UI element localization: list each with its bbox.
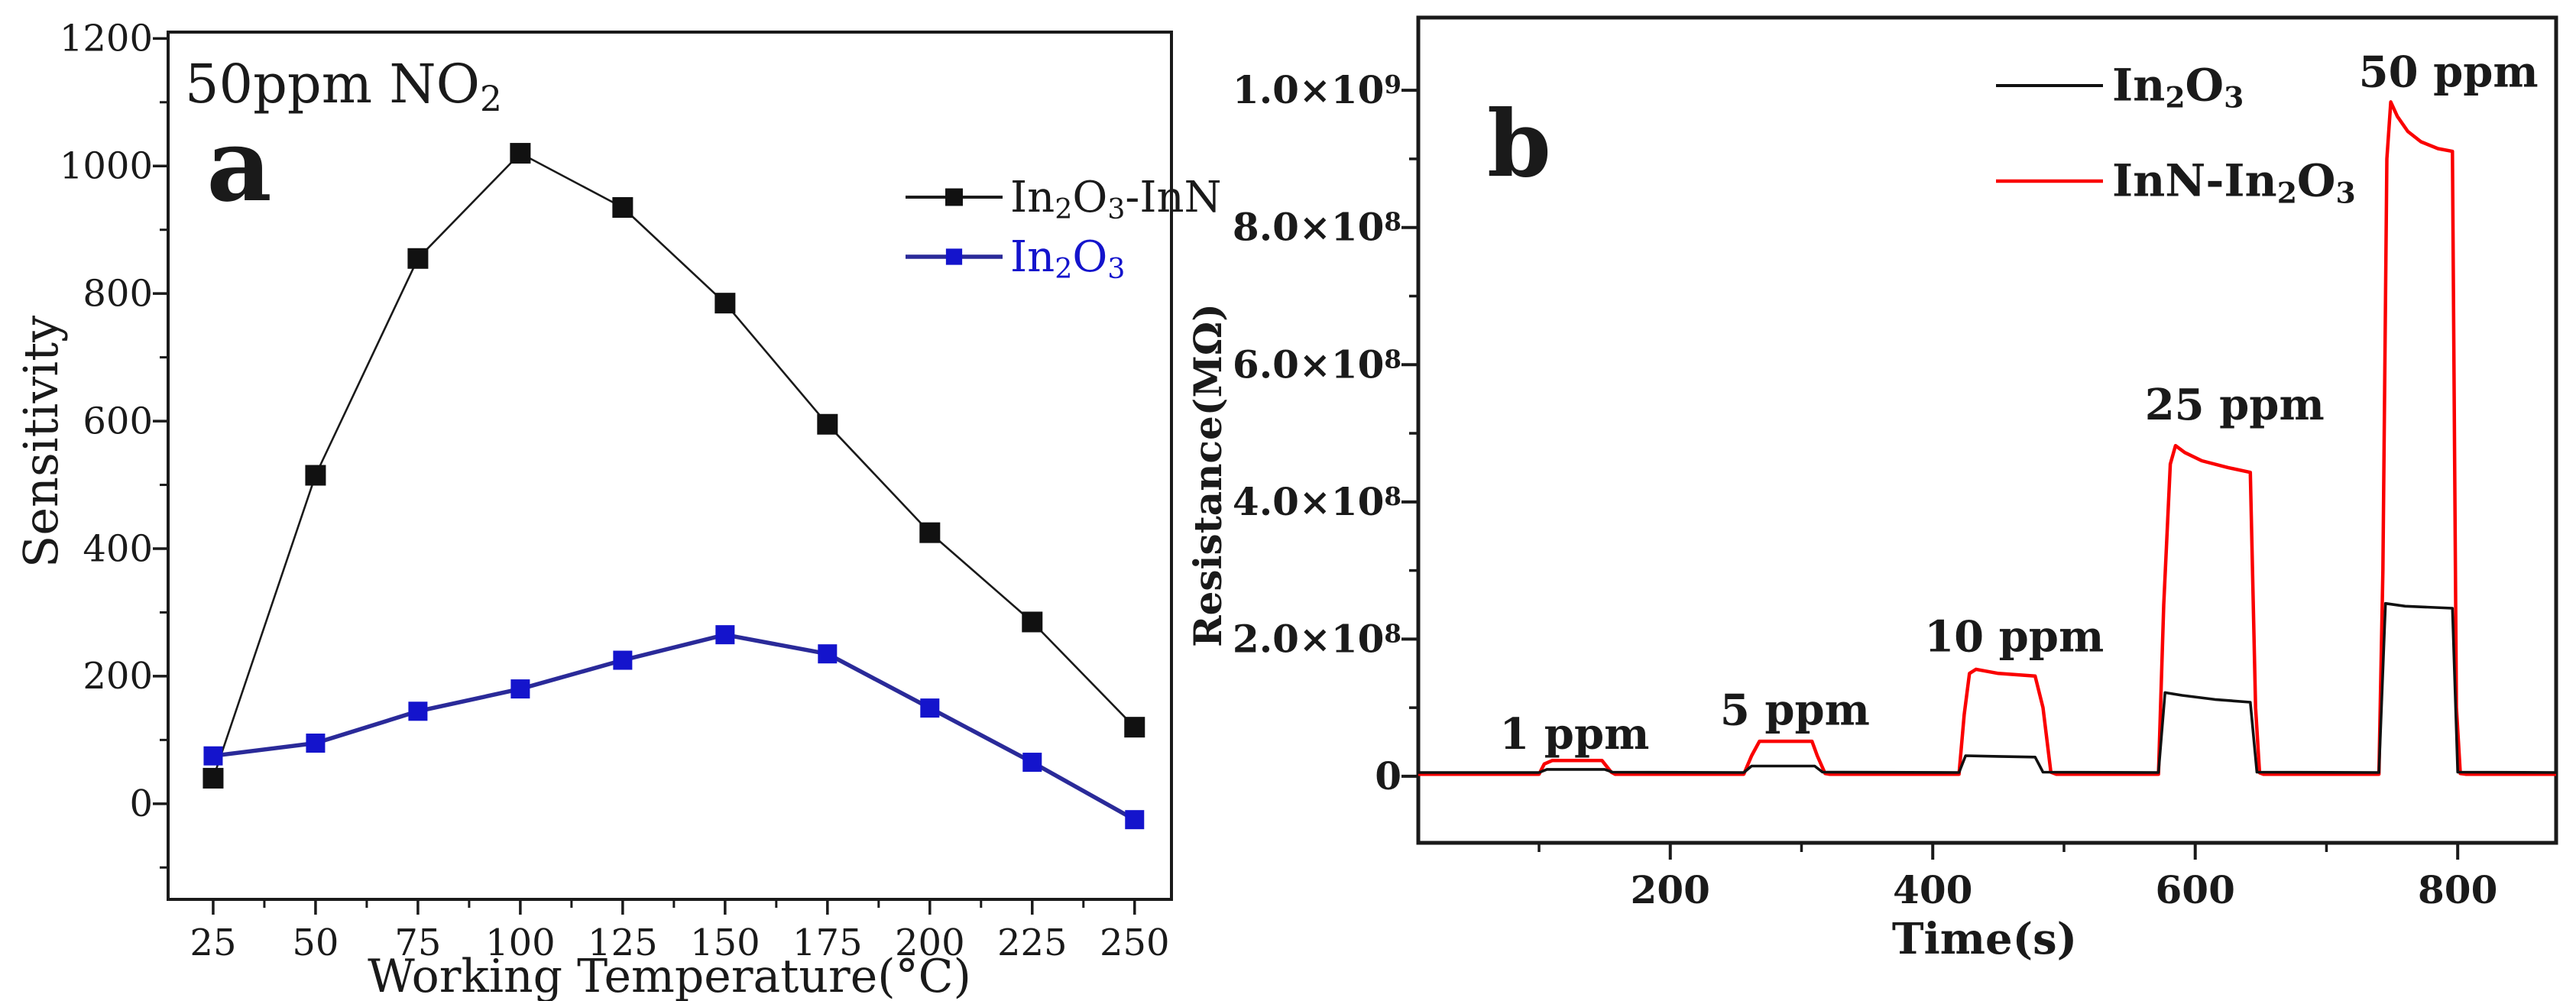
x-tick-label: 125 — [588, 922, 658, 964]
chart-a-marker-In2O3 — [306, 734, 326, 753]
chart-a-y-axis-title: Sensitivity — [13, 316, 69, 568]
x-tick-label: 200 — [1631, 867, 1710, 912]
panel-letter-a: a — [206, 106, 272, 225]
chart-a-marker-In2O3 — [920, 698, 940, 718]
legend-marker-In2O3 — [945, 248, 963, 265]
y-tick-label: 6.0×108 — [1233, 342, 1401, 387]
chart-a-marker-In2O3 — [1022, 753, 1042, 773]
chart-a-series-In2O3 — [212, 632, 1136, 822]
chart-a-marker-In2O3 — [818, 644, 838, 664]
pulse-label-50ppm: 50 ppm — [2359, 47, 2539, 98]
chart-a-marker-In2O3-InN — [714, 293, 736, 314]
pulse-label-5ppm: 5 ppm — [1720, 685, 1870, 736]
chart-b-series-In2O3 — [1418, 601, 2557, 774]
y-tick-label: 8.0×108 — [1233, 205, 1401, 250]
x-tick-label: 225 — [997, 922, 1068, 964]
chart-a-series-In2O3-InN — [212, 152, 1136, 779]
chart-a-marker-In2O3-InN — [1022, 611, 1043, 633]
panel-letter-b: b — [1487, 90, 1551, 198]
pulse-label-1ppm: 1 ppm — [1499, 709, 1649, 760]
y-tick-label: 0 — [129, 782, 153, 825]
y-tick-label: 1200 — [60, 18, 153, 60]
y-tick-label: 800 — [83, 272, 153, 315]
x-tick-label: 800 — [2418, 867, 2497, 912]
y-tick-label: 200 — [83, 655, 153, 698]
x-tick-label: 400 — [1893, 867, 1972, 912]
y-tick-label: 0 — [1375, 753, 1401, 799]
x-tick-label: 175 — [792, 922, 863, 964]
chart-a-marker-In2O3-InN — [510, 143, 531, 164]
chart-a-marker-In2O3-InN — [305, 465, 326, 486]
chart-a-x-axis-title: Working Temperature(°C) — [368, 950, 971, 1001]
chart-a-marker-In2O3-InN — [407, 248, 429, 269]
x-tick-label: 150 — [690, 922, 760, 964]
legend-label-In2O3-InN: In2O3-InN — [1010, 173, 1222, 225]
x-tick-label: 100 — [485, 922, 556, 964]
pulse-label-10ppm: 10 ppm — [1924, 612, 2104, 662]
chart-b-plot-border — [1416, 15, 2558, 845]
x-tick-label: 200 — [895, 922, 965, 964]
chart-a-marker-In2O3 — [1125, 810, 1145, 830]
y-tick-label: 2.0×108 — [1233, 616, 1401, 661]
legend-label-In2O3: In2O3 — [2112, 60, 2244, 115]
y-tick-label: 4.0×108 — [1233, 479, 1401, 524]
chart-b-y-axis-title: Resistance(MΩ) — [1185, 303, 1230, 647]
legend-marker-In2O3-InN — [945, 188, 963, 206]
chart-a-marker-In2O3 — [203, 746, 223, 766]
chart-b-series-InN-In2O3 — [1418, 100, 2556, 776]
chart-a-marker-In2O3 — [408, 701, 428, 721]
chart-b-x-axis-title: Time(s) — [1892, 914, 2077, 964]
chart-a-marker-In2O3 — [613, 650, 633, 670]
x-tick-label: 75 — [394, 922, 441, 964]
x-tick-label: 250 — [1100, 922, 1170, 964]
chart-a-marker-In2O3-InN — [817, 413, 838, 435]
legend-label-In2O3: In2O3 — [1010, 232, 1125, 285]
x-tick-label: 25 — [190, 922, 236, 964]
chart-a: 25 50 75 100 125 150 175 200 225 250 0 200 400 600 800… — [13, 18, 1222, 1001]
x-tick-label: 50 — [292, 922, 339, 964]
chart-a-plot-border — [167, 31, 1173, 901]
chart-a-marker-In2O3-InN — [612, 197, 633, 219]
chart-a-marker-In2O3 — [510, 679, 530, 699]
chart-a-marker-In2O3-InN — [203, 767, 224, 789]
gas-concentration-label: 50ppm NO2 — [185, 53, 502, 119]
chart-a-marker-In2O3-InN — [1124, 717, 1145, 738]
y-tick-label: 1000 — [60, 145, 153, 188]
y-tick-label: 600 — [83, 400, 153, 442]
chart-a-marker-In2O3 — [715, 625, 735, 645]
legend-label-InN-In2O3: InN-In2O3 — [2112, 155, 2356, 210]
chart-b: 200 400 600 800 0 2.0×108 4.0×108 6.0×108 8.0×10… — [1185, 15, 2558, 964]
y-tick-label: 400 — [83, 527, 153, 570]
y-tick-label: 1.0×109 — [1233, 67, 1401, 112]
x-tick-label: 600 — [2156, 867, 2235, 912]
pulse-label-25ppm: 25 ppm — [2145, 380, 2325, 430]
chart-a-marker-In2O3-InN — [919, 522, 941, 543]
